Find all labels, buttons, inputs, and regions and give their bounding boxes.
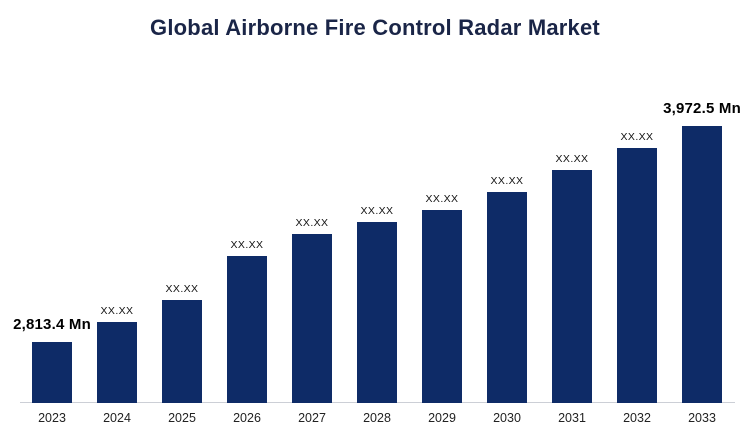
bar-value-label: XX.XX [490,175,524,187]
bar-column: XX.XX [552,153,592,403]
bar-column: 2,813.4 Mn [13,316,91,403]
bar-column: XX.XX [227,239,267,403]
bar-value-label: XX.XX [360,205,394,217]
x-axis-tick-label: 2023 [38,411,66,425]
bar-column: XX.XX [422,193,462,403]
bar [357,222,397,403]
plot-area: 2,813.4 Mn XX.XX XX.XX XX.XX XX.XX XX.XX XX.XX… [13,100,741,403]
bar [32,342,72,403]
bar [162,300,202,403]
bar-value-label: XX.XX [555,153,589,165]
bar [422,210,462,403]
bar [552,170,592,403]
x-axis-tick-label: 2032 [623,411,651,425]
bar [487,192,527,403]
bar [682,126,722,403]
x-axis-tick-label: 2028 [363,411,391,425]
bar-column: XX.XX [357,205,397,403]
x-axis-tick-label: 2029 [428,411,456,425]
bar-value-label: 2,813.4 Mn [13,316,91,333]
bar-column: 3,972.5 Mn [663,100,741,403]
bar [97,322,137,403]
bar-value-label: XX.XX [165,283,199,295]
bar-column: XX.XX [487,175,527,403]
chart-title: Global Airborne Fire Control Radar Marke… [150,15,600,40]
bar-value-label: XX.XX [425,193,459,205]
bar-value-label: 3,972.5 Mn [663,100,741,117]
x-axis-labels: 2023 2024 2025 2026 2027 2028 2029 2030 2031 2032… [32,411,722,425]
x-axis-tick-label: 2027 [298,411,326,425]
bar [617,148,657,403]
x-axis-tick-label: 2033 [688,411,716,425]
bar-value-label: XX.XX [100,305,134,317]
x-axis-tick-label: 2031 [558,411,586,425]
bar-column: XX.XX [97,305,137,403]
bar-value-label: XX.XX [230,239,264,251]
x-axis-tick-label: 2026 [233,411,261,425]
bar [292,234,332,403]
x-axis-tick-label: 2024 [103,411,131,425]
bar-value-label: XX.XX [295,217,329,229]
x-axis-tick-label: 2025 [168,411,196,425]
bar [227,256,267,403]
bar-column: XX.XX [617,131,657,403]
bar-value-label: XX.XX [620,131,654,143]
bar-column: XX.XX [162,283,202,403]
x-axis-tick-label: 2030 [493,411,521,425]
bar-column: XX.XX [292,217,332,403]
